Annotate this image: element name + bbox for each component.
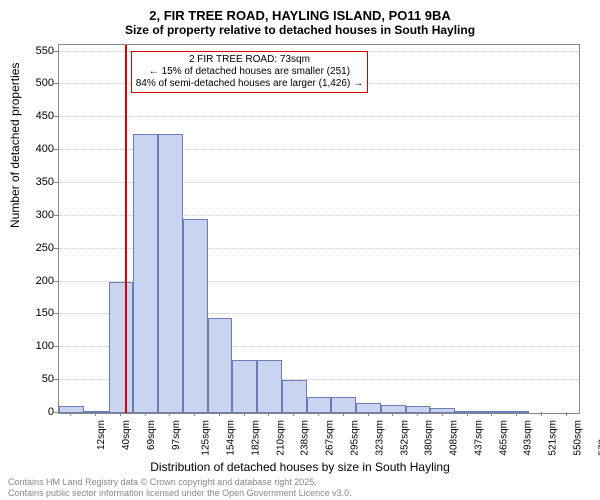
x-tick-mark bbox=[566, 412, 567, 416]
annotation-box: 2 FIR TREE ROAD: 73sqm← 15% of detached … bbox=[131, 51, 368, 93]
histogram-bar bbox=[430, 408, 455, 413]
x-tick-label: 69sqm bbox=[146, 420, 157, 450]
x-tick-label: 521sqm bbox=[548, 420, 559, 456]
x-tick-mark bbox=[491, 412, 492, 416]
histogram-bar bbox=[133, 134, 158, 413]
x-axis-label: Distribution of detached houses by size … bbox=[0, 460, 600, 474]
histogram-bar bbox=[307, 397, 332, 413]
annotation-line: 2 FIR TREE ROAD: 73sqm bbox=[136, 54, 363, 66]
y-tick-label: 100 bbox=[14, 340, 54, 352]
histogram-bar bbox=[208, 318, 233, 413]
histogram-bar bbox=[282, 380, 307, 413]
plot-area: 2 FIR TREE ROAD: 73sqm← 15% of detached … bbox=[58, 44, 580, 414]
histogram-bar bbox=[257, 360, 282, 413]
y-tick-label: 550 bbox=[14, 45, 54, 57]
annotation-line: ← 15% of detached houses are smaller (25… bbox=[136, 66, 363, 78]
x-tick-mark bbox=[70, 412, 71, 416]
x-tick-label: 493sqm bbox=[523, 420, 534, 456]
x-tick-label: 97sqm bbox=[171, 420, 182, 450]
x-tick-label: 465sqm bbox=[498, 420, 509, 456]
x-tick-label: 295sqm bbox=[350, 420, 361, 456]
x-tick-mark bbox=[145, 412, 146, 416]
chart-title-sub: Size of property relative to detached ho… bbox=[0, 23, 600, 41]
histogram-bar bbox=[455, 411, 480, 413]
x-tick-mark bbox=[516, 412, 517, 416]
x-tick-mark bbox=[194, 412, 195, 416]
x-tick-label: 323sqm bbox=[374, 420, 385, 456]
marker-line bbox=[125, 45, 127, 413]
x-tick-mark bbox=[368, 412, 369, 416]
x-tick-mark bbox=[343, 412, 344, 416]
y-tick-label: 250 bbox=[14, 242, 54, 254]
x-tick-mark bbox=[318, 412, 319, 416]
y-tick-label: 300 bbox=[14, 209, 54, 221]
x-tick-label: 40sqm bbox=[121, 420, 132, 450]
x-tick-mark bbox=[541, 412, 542, 416]
histogram-bar bbox=[109, 282, 134, 413]
y-tick-label: 50 bbox=[14, 373, 54, 385]
y-tick-label: 500 bbox=[14, 77, 54, 89]
x-tick-label: 125sqm bbox=[201, 420, 212, 456]
chart-title-main: 2, FIR TREE ROAD, HAYLING ISLAND, PO11 9… bbox=[0, 0, 600, 23]
x-tick-label: 550sqm bbox=[572, 420, 583, 456]
histogram-bar bbox=[183, 219, 208, 413]
x-tick-mark bbox=[442, 412, 443, 416]
x-tick-label: 12sqm bbox=[96, 420, 107, 450]
x-tick-label: 408sqm bbox=[449, 420, 460, 456]
x-tick-label: 437sqm bbox=[473, 420, 484, 456]
x-tick-mark bbox=[268, 412, 269, 416]
annotation-line: 84% of semi-detached houses are larger (… bbox=[136, 78, 363, 90]
y-tick-label: 400 bbox=[14, 143, 54, 155]
x-tick-label: 238sqm bbox=[300, 420, 311, 456]
footer-line-1: Contains HM Land Registry data © Crown c… bbox=[8, 477, 352, 487]
footer-line-2: Contains public sector information licen… bbox=[8, 488, 352, 498]
x-tick-mark bbox=[293, 412, 294, 416]
histogram-bar bbox=[232, 360, 257, 413]
x-tick-label: 182sqm bbox=[251, 420, 262, 456]
x-tick-label: 380sqm bbox=[424, 420, 435, 456]
x-tick-mark bbox=[219, 412, 220, 416]
histogram-bar bbox=[331, 397, 356, 413]
x-tick-mark bbox=[95, 412, 96, 416]
x-tick-mark bbox=[244, 412, 245, 416]
x-tick-mark bbox=[467, 412, 468, 416]
x-tick-mark bbox=[417, 412, 418, 416]
y-tick-label: 450 bbox=[14, 110, 54, 122]
x-tick-mark bbox=[169, 412, 170, 416]
footer-attribution: Contains HM Land Registry data © Crown c… bbox=[8, 477, 352, 498]
x-tick-label: 267sqm bbox=[325, 420, 336, 456]
y-tick-label: 350 bbox=[14, 176, 54, 188]
x-tick-label: 352sqm bbox=[399, 420, 410, 456]
chart-container: 2, FIR TREE ROAD, HAYLING ISLAND, PO11 9… bbox=[0, 0, 600, 500]
gridline bbox=[59, 116, 579, 117]
y-tick-label: 150 bbox=[14, 307, 54, 319]
x-tick-label: 154sqm bbox=[226, 420, 237, 456]
y-tick-label: 200 bbox=[14, 275, 54, 287]
x-tick-label: 210sqm bbox=[275, 420, 286, 456]
y-tick-label: 0 bbox=[14, 406, 54, 418]
x-tick-mark bbox=[120, 412, 121, 416]
histogram-bar bbox=[356, 403, 381, 413]
x-tick-mark bbox=[392, 412, 393, 416]
histogram-bar bbox=[59, 406, 84, 413]
histogram-bar bbox=[158, 134, 183, 413]
